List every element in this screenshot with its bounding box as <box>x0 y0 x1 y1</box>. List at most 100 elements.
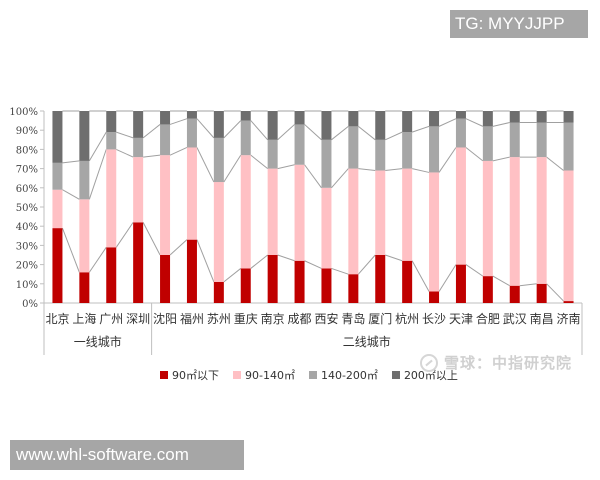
legend-swatch-icon <box>391 371 400 379</box>
series-line <box>411 260 430 292</box>
x-category-label: 武汉 <box>503 312 527 326</box>
bar-segment <box>321 268 332 303</box>
series-line <box>250 254 268 269</box>
bar-segment <box>240 268 251 303</box>
bar-segment <box>429 172 440 292</box>
bar-segment <box>52 228 63 303</box>
bar-group-上海 <box>79 111 90 303</box>
bar-segment <box>509 157 520 286</box>
bar-segment <box>294 124 305 165</box>
series-line <box>143 154 161 158</box>
bar-group-成都 <box>294 111 305 303</box>
bar-segment <box>160 155 171 255</box>
bar-segment <box>79 160 90 200</box>
bar-group-苏州 <box>213 111 224 303</box>
bar-segment <box>536 283 547 303</box>
bar-group-武汉 <box>509 111 520 303</box>
bar-segment <box>455 147 466 265</box>
bar-segment <box>402 132 413 169</box>
series-line <box>358 125 376 141</box>
series-line <box>142 124 161 139</box>
bar-segment <box>375 111 386 140</box>
bar-segment <box>294 260 305 303</box>
bar-segment <box>375 139 386 171</box>
y-tick-label: 60% <box>16 184 38 195</box>
legend-label: 90-140㎡ <box>245 369 295 382</box>
bar-segment <box>455 111 466 119</box>
series-line <box>169 147 188 156</box>
bar-segment <box>482 276 493 303</box>
bar-segment <box>79 111 90 161</box>
bar-segment <box>106 247 117 303</box>
series-line <box>465 264 484 277</box>
x-category-label: 杭州 <box>395 311 419 326</box>
watermark: 雪球：中指研究院 <box>420 352 572 373</box>
series-line <box>546 283 564 302</box>
bar-segment <box>563 111 574 123</box>
x-category-label: 青岛 <box>341 311 365 326</box>
bar-group-北京 <box>52 111 63 303</box>
bar-segment <box>186 239 197 303</box>
x-category-label: 重庆 <box>234 312 258 326</box>
series-line <box>438 118 457 127</box>
series-line <box>115 222 134 248</box>
x-category-label: 合肥 <box>476 311 500 326</box>
bar-segment <box>294 164 305 261</box>
bar-segment <box>240 155 251 269</box>
bar-segment <box>482 126 493 161</box>
bar-segment <box>267 111 278 140</box>
bar-segment <box>240 111 251 121</box>
bar-segment <box>509 122 520 158</box>
series-line <box>331 267 349 275</box>
y-tick-label: 0% <box>22 299 38 310</box>
legend-item-under-90: 90㎡以下 <box>160 367 219 383</box>
x-category-label: 厦门 <box>368 311 392 326</box>
x-category-label: 福州 <box>180 311 204 326</box>
x-group-label: 二线城市 <box>343 334 391 349</box>
bar-segment <box>563 122 574 171</box>
series-line <box>438 264 457 292</box>
series-line <box>116 131 134 139</box>
bar-group-南京 <box>267 111 278 303</box>
series-line <box>88 149 107 200</box>
bar-segment <box>348 126 359 169</box>
series-line <box>412 168 430 173</box>
series-line <box>358 168 376 172</box>
bar-segment <box>536 111 547 123</box>
x-category-label: 上海 <box>72 311 96 326</box>
series-line <box>411 125 430 133</box>
series-line <box>331 168 349 189</box>
bar-segment <box>429 126 440 173</box>
bar-segment <box>133 157 144 223</box>
x-category-label: 天津 <box>449 312 473 326</box>
legend-item-over-200: 200㎡以上 <box>391 367 458 383</box>
bar-group-青岛 <box>348 111 359 303</box>
bar-segment <box>160 255 171 303</box>
legend-item-140-200: 140-200㎡ <box>308 367 378 383</box>
x-category-label: 苏州 <box>207 312 231 326</box>
bar-group-杭州 <box>402 111 413 303</box>
y-tick-label: 50% <box>16 203 38 214</box>
x-category-label: 西安 <box>314 311 338 326</box>
series-line <box>385 131 403 141</box>
bar-segment <box>133 137 144 158</box>
bar-segment <box>213 111 224 138</box>
telegram-badge-text: TG: MYYJJPP <box>455 14 565 33</box>
series-line <box>357 254 376 275</box>
y-tick-label: 70% <box>16 165 38 176</box>
bar-segment <box>160 111 171 125</box>
series-line <box>169 239 188 256</box>
bar-segment <box>79 272 90 303</box>
x-group-label: 一线城市 <box>74 334 122 349</box>
bar-group-南昌 <box>536 111 547 303</box>
bar-group-福州 <box>186 111 197 303</box>
bar-segment <box>563 301 574 303</box>
y-tick-label: 30% <box>16 241 38 252</box>
bar-segment <box>213 281 224 303</box>
series-line <box>196 239 215 283</box>
bar-group-广州 <box>106 111 117 303</box>
series-line <box>250 154 268 169</box>
bar-segment <box>52 189 63 229</box>
x-category-label: 南昌 <box>530 311 554 326</box>
website-badge: www.whl-software.com <box>10 440 244 470</box>
